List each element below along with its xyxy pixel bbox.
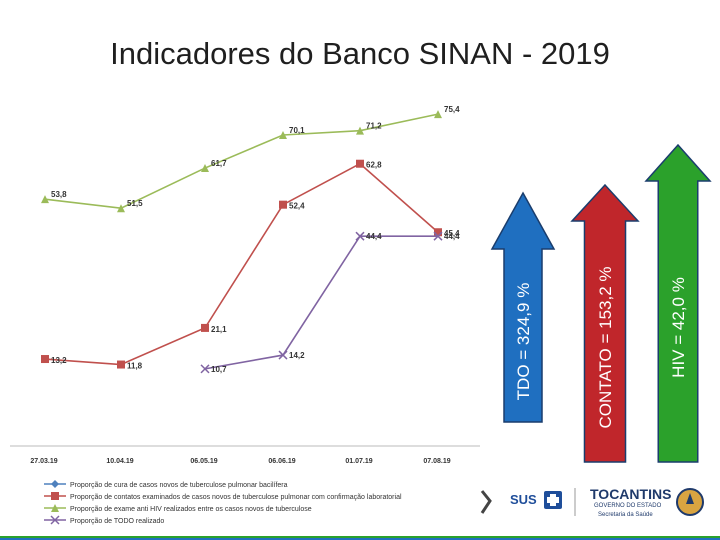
arrow-label-2: HIV = 42,0 % [669, 277, 688, 378]
arrow-label-0: TDO = 324,9 % [514, 283, 533, 401]
data-label-2-4: 71,2 [366, 122, 382, 131]
data-label-2-3: 70,1 [289, 126, 305, 135]
x-tick-label: 10.04.19 [106, 458, 133, 465]
data-label-1-4: 62,8 [366, 161, 382, 170]
logo-secretaria-text: Secretaria da Saúde [598, 512, 653, 518]
data-point-2-5 [434, 110, 442, 119]
data-label-2-2: 61,7 [211, 159, 227, 168]
data-point-1-1 [117, 360, 125, 369]
data-point-1-3 [279, 200, 287, 209]
series-line-1 [44, 162, 439, 366]
data-label-1-2: 21,1 [211, 325, 227, 334]
data-point-2-3 [279, 130, 287, 139]
logo-tocantins: TOCANTINS GOVERNO DO ESTADO Secretaria d… [590, 486, 704, 518]
data-label-3-5: 44,4 [444, 232, 460, 241]
data-label-2-1: 51,5 [127, 199, 143, 208]
data-label-2-5: 75,4 [444, 105, 460, 114]
x-tick-label: 01.07.19 [345, 458, 372, 465]
data-point-2-2 [201, 164, 209, 173]
data-label-3-3: 14,2 [289, 351, 305, 360]
legend-marker-1 [51, 492, 59, 500]
legend-item-1: Proporção de contatos examinados de caso… [70, 494, 402, 501]
plot-area: 13,2 11,8 21,1 52,4 62,8 45,4 53,8 51,5 61,7 70,1… [41, 105, 460, 374]
arrow-1 [570, 183, 640, 463]
data-point-2-1 [117, 204, 125, 213]
logo-sus-text: SUS [510, 492, 537, 507]
x-tick-label: 06.06.19 [268, 458, 295, 465]
data-point-3-5 [433, 231, 443, 241]
logo-partial [480, 490, 492, 514]
page-title: Indicadores do Banco SINAN - 2019 [110, 36, 610, 71]
data-label-1-5: 45,4 [444, 229, 460, 238]
data-label-1-3: 52,4 [289, 202, 305, 211]
x-tick-labels: 27.03.19 10.04.19 06.05.19 06.06.19 01.07.19… [30, 458, 450, 465]
series-line-3 [204, 235, 438, 370]
data-label-3-2: 10,7 [211, 365, 227, 374]
data-point-2-4 [356, 126, 364, 135]
legend-item-3: Proporção de TODO realizado [70, 518, 164, 525]
data-point-1-0 [41, 355, 49, 364]
data-point-1-4 [356, 159, 364, 168]
data-label-2-0: 53,8 [51, 190, 67, 199]
data-point-3-3 [278, 350, 288, 360]
x-tick-label: 06.05.19 [190, 458, 217, 465]
x-tick-label: 07.08.19 [423, 458, 450, 465]
data-point-3-2 [200, 364, 210, 374]
legend-marker-2 [51, 504, 59, 512]
series-line-2 [44, 113, 439, 210]
logo-sus: SUS [510, 491, 562, 509]
legend-item-2: Proporção de exame anti HIV realizados e… [70, 506, 312, 513]
data-point-1-2 [201, 323, 209, 332]
logo-governo-text: GOVERNO DO ESTADO [594, 503, 662, 509]
chart: 13,2 11,8 21,1 52,4 62,8 45,4 53,8 51,5 61,7 70,1… [0, 105, 720, 540]
data-point-1-5 [434, 228, 442, 237]
arrows: TDO = 324,9 % CONTATO = 153,2 % HIV = 42,0… [490, 143, 712, 463]
arrow-0 [490, 191, 556, 423]
legend-item-0: Proporção de cura de casos novos de tube… [70, 482, 288, 489]
logo-tocantins-text: TOCANTINS [590, 486, 671, 502]
arrow-label-1: CONTATO = 153,2 % [596, 266, 615, 428]
data-label-1-1: 11,8 [127, 362, 143, 371]
data-label-1-0: 13,2 [51, 356, 67, 365]
legend: Proporção de cura de casos novos de tube… [44, 480, 402, 525]
data-point-3-4 [355, 231, 365, 241]
data-label-3-4: 44,4 [366, 232, 382, 241]
x-tick-label: 27.03.19 [30, 458, 57, 465]
data-point-2-0 [41, 195, 49, 204]
legend-marker-3 [50, 515, 60, 525]
footer-strip-green [0, 536, 720, 538]
footer-strip-blue [0, 538, 720, 540]
legend-marker-0 [51, 480, 59, 488]
arrow-2 [644, 143, 712, 463]
